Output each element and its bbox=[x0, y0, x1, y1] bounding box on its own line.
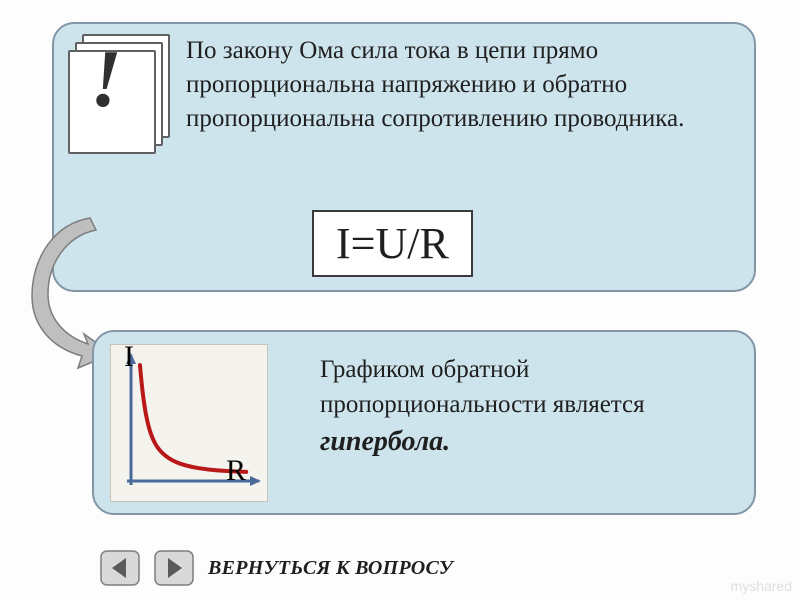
nav-bar: ВЕРНУТЬСЯ К ВОПРОСУ bbox=[100, 550, 453, 586]
nav-prev-button[interactable] bbox=[100, 550, 140, 586]
formula: I=U/R bbox=[312, 210, 473, 277]
caption-leadin: Графиком обратной пропорциональности явл… bbox=[320, 356, 645, 418]
exclamation-icon: ! bbox=[90, 38, 122, 120]
nav-next-button[interactable] bbox=[154, 550, 194, 586]
nav-back-label[interactable]: ВЕРНУТЬСЯ К ВОПРОСУ bbox=[208, 557, 453, 580]
chart-caption: Графиком обратной пропорциональности явл… bbox=[320, 352, 740, 461]
watermark: myshared bbox=[731, 578, 792, 594]
pages-icon: ! bbox=[68, 34, 172, 154]
law-text: По закону Ома сила тока в цепи прямо про… bbox=[186, 34, 744, 135]
chart-x-label: R bbox=[226, 454, 246, 488]
chart-y-label: I bbox=[124, 340, 134, 374]
caption-emph: гипербола. bbox=[320, 426, 450, 457]
